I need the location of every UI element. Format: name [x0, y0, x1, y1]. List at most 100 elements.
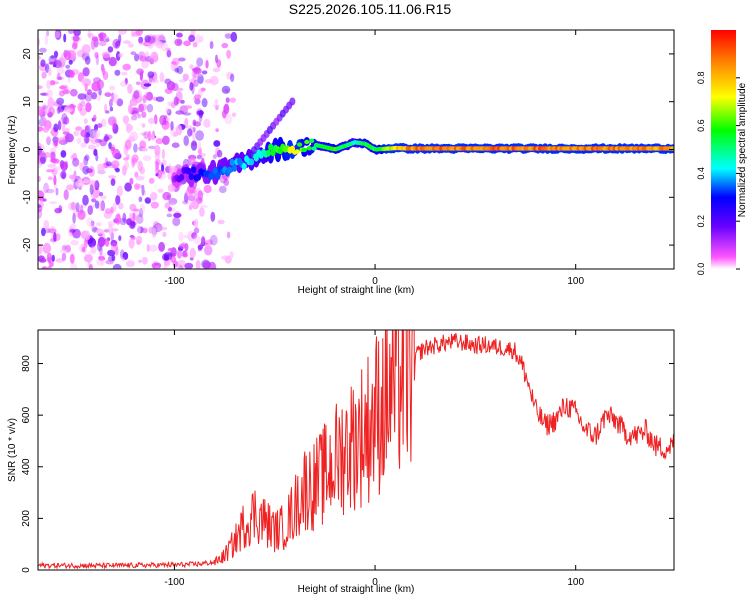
spectrogram-noise-blob: [94, 200, 100, 209]
spectrogram-noise-blob: [159, 33, 165, 42]
colorbar-gradient: [711, 30, 736, 269]
spectrogram-noise-blob: [155, 160, 159, 171]
spectrogram-y-tick-label: -10: [22, 190, 33, 205]
spectrogram-noise-blob: [95, 54, 99, 66]
spectrogram-noise-blob: [121, 71, 128, 76]
spectrogram-signal-core: [306, 146, 312, 151]
snr-x-axis-label: Height of straight line (km): [298, 584, 415, 595]
spectrogram-noise-blob: [185, 188, 192, 198]
spectrogram-noise-blob: [49, 201, 58, 205]
spectrogram-noise-blob: [162, 159, 167, 166]
spectrogram-noise-blob: [126, 260, 135, 268]
spectrogram-noise-blob: [213, 140, 221, 147]
spectrogram-noise-blob: [44, 35, 49, 46]
spectrogram-noise-blob: [140, 132, 147, 136]
spectrogram-noise-blob: [75, 180, 85, 188]
spectrogram-noise-blob: [96, 258, 104, 266]
spectrogram-noise-blob: [83, 155, 89, 166]
spectrogram-noise-blob: [142, 155, 152, 162]
spectrogram-noise-blob: [70, 262, 78, 269]
spectrogram-noise-blob: [168, 197, 178, 205]
spectrogram-signal-core: [311, 146, 317, 151]
spectrogram-noise-blob: [105, 36, 110, 43]
spectrogram-noise-blob: [46, 79, 51, 90]
spectrogram-noise-blob: [129, 177, 134, 185]
spectrogram-noise-blob: [212, 104, 221, 108]
spectrogram-noise-blob: [177, 264, 183, 269]
spectrogram-noise-blob: [124, 160, 129, 171]
spectrogram-noise-blob: [55, 187, 59, 196]
spectrogram-noise-blob: [90, 222, 95, 230]
spectrogram-noise-blob: [214, 99, 219, 104]
spectrogram-noise-blob: [38, 176, 41, 182]
spectrogram-noise-blob: [200, 87, 206, 92]
spectrogram-noise-blob: [94, 133, 99, 140]
spectrogram-noise-blob: [130, 157, 138, 165]
spectrogram-noise-blob: [40, 156, 46, 165]
spectrogram-noise-blob: [218, 185, 227, 194]
snr-y-tick-label: 800: [21, 355, 32, 372]
spectrogram-noise-blob: [38, 85, 43, 89]
spectrogram-noise-blob: [69, 88, 78, 97]
spectrogram-noise-blob: [131, 236, 136, 240]
spectrogram-noise-blob: [41, 227, 46, 237]
colorbar: 0.0 0.2 0.4 0.6 0.8 Normalized spectral ampl…: [696, 30, 748, 275]
spectrogram-noise-blob: [46, 136, 51, 146]
spectrogram-noise-blob: [77, 103, 83, 112]
snr-x-ticks: -100 0 100: [164, 330, 584, 588]
spectrogram-noise-blob: [141, 147, 148, 152]
spectrogram-signal-core: [215, 172, 221, 180]
spectrogram-noise-blob: [189, 82, 194, 91]
spectrogram-noise-blob: [112, 119, 116, 130]
spectrogram-noise-blob: [85, 168, 93, 174]
spectrogram-noise-blob: [47, 265, 52, 269]
spectrogram-noise-blob: [68, 60, 73, 65]
spectrogram-noise-blob: [131, 160, 135, 168]
spectrogram-noise-blob: [226, 231, 231, 239]
spectrogram-noise-blob: [94, 180, 100, 191]
spectrogram-noise-blob: [141, 256, 148, 265]
spectrogram-noise-blob: [54, 207, 62, 214]
spectrogram-noise-blob: [155, 265, 160, 269]
spectrogram-noise-blob: [103, 136, 110, 142]
spectrogram-noise-blob: [73, 36, 78, 47]
spectrogram-noise-blob: [84, 154, 90, 161]
spectrogram-noise-blob: [122, 63, 131, 71]
spectrogram-x-tick-label: -100: [164, 276, 184, 287]
spectrogram-noise-blob: [42, 242, 52, 254]
spectrogram-noise-blob: [46, 252, 52, 263]
spectrogram-noise-blob: [72, 212, 76, 224]
spectrogram-noise-blob: [230, 73, 235, 82]
spectrogram-noise-blob: [146, 244, 150, 252]
spectrogram-noise-blob: [173, 96, 179, 106]
spectrogram-noise-blob: [171, 57, 180, 66]
spectrogram-noise-blob: [136, 235, 143, 245]
spectrogram-noise-blob: [183, 135, 189, 146]
spectrogram-noise-blob: [147, 36, 156, 44]
spectrogram-noise-blob: [83, 254, 93, 263]
spectrogram-noise-blob: [97, 236, 106, 247]
spectrogram-noise-blob: [51, 81, 59, 85]
spectrogram-noise-blob: [193, 234, 201, 244]
spectrogram-noise-blob: [62, 123, 66, 133]
spectrogram-noise-blob: [51, 254, 55, 262]
spectrogram-noise-blob: [89, 180, 98, 189]
spectrogram-noise-blob: [48, 106, 55, 116]
spectrogram-noise-blob: [124, 121, 129, 126]
spectrogram-noise-blob: [141, 123, 146, 128]
spectrogram-noise-blob: [73, 30, 81, 37]
spectrogram-noise-blob: [183, 105, 193, 109]
spectrogram-noise-blob: [102, 38, 110, 43]
spectrogram-noise-blob: [141, 184, 145, 196]
spectrogram-noise-blob: [229, 97, 237, 103]
snr-y-tick-label: 0: [21, 567, 32, 573]
spectrogram-noise-blob: [92, 129, 101, 138]
spectrogram-noise-blob: [53, 123, 59, 133]
spectrogram-noise-blob: [50, 55, 55, 59]
spectrogram-noise-blob: [180, 266, 184, 269]
spectrogram-noise-blob: [138, 103, 145, 113]
spectrogram-noise-blob: [39, 47, 47, 53]
spectrogram-noise-blob: [47, 176, 53, 181]
spectrogram-noise-blob: [210, 211, 216, 222]
